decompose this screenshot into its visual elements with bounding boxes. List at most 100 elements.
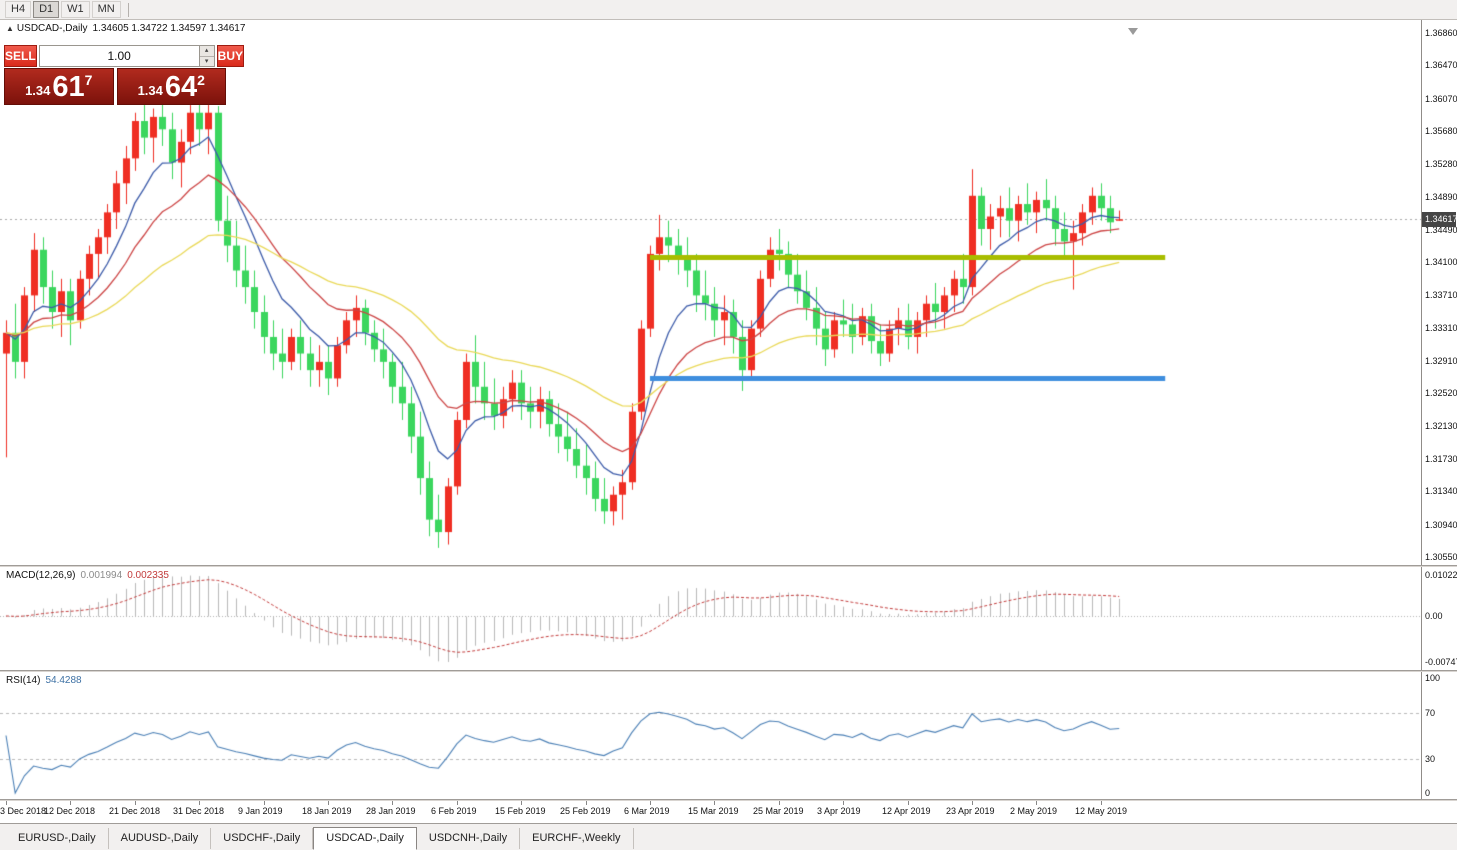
- time-axis-tick: [70, 801, 71, 805]
- collapse-arrow-icon[interactable]: ▲: [6, 24, 14, 33]
- tab-usdchf-daily[interactable]: USDCHF-,Daily: [211, 828, 314, 849]
- date-axis-label: 3 Apr 2019: [817, 806, 861, 816]
- tab-eurchf-weekly[interactable]: EURCHF-,Weekly: [520, 828, 634, 849]
- time-axis-tick: [328, 801, 329, 805]
- date-axis-label: 25 Feb 2019: [560, 806, 611, 816]
- price-axis-label: 1.34490: [1425, 224, 1457, 235]
- buy-price-main: 64: [164, 70, 198, 103]
- tab-eurusd-daily[interactable]: EURUSD-,Daily: [6, 828, 109, 849]
- rsi-axis-label: 70: [1425, 707, 1436, 718]
- volume-spinner: ▴ ▾: [198, 46, 214, 66]
- date-axis-label: 31 Dec 2018: [173, 806, 225, 816]
- chart-shift-marker-icon: [1128, 28, 1138, 35]
- price-axis-label: 1.31730: [1425, 454, 1457, 464]
- price-axis-label: 1.35680: [1425, 125, 1457, 136]
- price-axis-label: 1.33710: [1425, 289, 1457, 300]
- current-price-tag: 1.34617: [1422, 212, 1457, 228]
- volume-input[interactable]: [39, 46, 199, 66]
- date-axis-label: 25 Mar 2019: [753, 806, 804, 816]
- macd-signal-value: 0.002335: [127, 570, 169, 581]
- date-axis-label: 3 Dec 2018: [0, 806, 47, 816]
- macd-axis-label: 0.00: [1425, 610, 1443, 621]
- price-axis-label: 1.36470: [1425, 60, 1457, 71]
- panel-separator[interactable]: [0, 670, 1457, 672]
- sell-price-display[interactable]: 1.34 61 7: [4, 68, 114, 105]
- time-axis-tick: [972, 801, 973, 805]
- panel-separator[interactable]: [0, 799, 1457, 801]
- chart-tab-bar: EURUSD-,Daily AUDUSD-,Daily USDCHF-,Daily U…: [0, 823, 1457, 850]
- date-axis-label: 15 Feb 2019: [495, 806, 546, 816]
- rsi-axis-label: 30: [1425, 753, 1436, 764]
- volume-decrease-button[interactable]: ▾: [199, 56, 214, 66]
- chart-header: ▲ USDCAD-,Daily 1.34605 1.34722 1.34597 1.…: [6, 23, 245, 34]
- buy-price-sup: 2: [197, 72, 205, 88]
- date-axis-label: 23 Apr 2019: [946, 806, 995, 816]
- tab-audusd-daily[interactable]: AUDUSD-,Daily: [109, 828, 212, 849]
- price-axis-label: 1.35280: [1425, 159, 1457, 170]
- price-chart-canvas[interactable]: [0, 20, 1421, 565]
- date-axis-label: 12 Apr 2019: [882, 806, 931, 816]
- buy-price-display[interactable]: 1.34 64 2: [116, 68, 226, 105]
- time-axis-tick: [1036, 801, 1037, 805]
- price-axis-label: 1.30940: [1425, 519, 1457, 530]
- timeframe-button-mn[interactable]: MN: [91, 1, 121, 18]
- macd-axis-label: -0.00747: [1425, 657, 1457, 667]
- date-axis-label: 28 Jan 2019: [366, 806, 416, 816]
- price-axis[interactable]: 1.36860 1.36470 1.36070 1.35680 1.35280 1.348…: [1421, 20, 1457, 801]
- macd-axis-label: 0.01022: [1425, 570, 1457, 580]
- time-axis-tick: [843, 801, 844, 805]
- time-axis-tick: [521, 801, 522, 805]
- price-axis-label: 1.36860: [1425, 28, 1457, 38]
- date-axis-label: 9 Jan 2019: [238, 806, 283, 816]
- macd-title: MACD(12,26,9): [6, 570, 76, 581]
- volume-increase-button[interactable]: ▴: [199, 46, 214, 57]
- date-axis-label: 2 May 2019: [1010, 806, 1058, 816]
- timeframe-button-d1[interactable]: D1: [33, 1, 60, 18]
- rsi-axis-label: 0: [1425, 788, 1431, 798]
- time-axis-tick: [908, 801, 909, 805]
- time-axis-tick: [714, 801, 715, 805]
- chart-symbol-label: USDCAD-,Daily: [16, 23, 88, 34]
- rsi-axis-label: 100: [1425, 673, 1441, 683]
- timeframe-button-h4[interactable]: H4: [5, 1, 32, 18]
- time-axis-tick: [135, 801, 136, 805]
- chart-ohlc-values: 1.34605 1.34722 1.34597 1.34617: [92, 23, 246, 34]
- macd-canvas[interactable]: [0, 567, 1421, 670]
- time-axis-tick: [199, 801, 200, 805]
- sell-button[interactable]: SELL: [4, 45, 37, 67]
- time-axis-tick: [457, 801, 458, 805]
- volume-control: ▴ ▾: [38, 45, 215, 67]
- panel-separator[interactable]: [0, 565, 1457, 567]
- main-chart-panel: ▲ USDCAD-,Daily 1.34605 1.34722 1.34597 1.…: [0, 20, 1421, 565]
- rsi-value: 54.4288: [45, 675, 82, 686]
- date-axis-label: 15 Mar 2019: [688, 806, 739, 816]
- time-axis-tick: [264, 801, 265, 805]
- time-axis-tick: [650, 801, 651, 805]
- time-axis-tick: [779, 801, 780, 805]
- price-axis-label: 1.34100: [1425, 257, 1457, 268]
- rsi-title: RSI(14): [6, 675, 41, 686]
- price-axis-label: 1.34890: [1425, 191, 1457, 202]
- timeframe-button-w1[interactable]: W1: [61, 1, 90, 18]
- macd-main-value: 0.001994: [80, 570, 123, 581]
- buy-price-prefix: 1.34: [137, 83, 163, 98]
- tab-usdcnh-daily[interactable]: USDCNH-,Daily: [417, 828, 521, 849]
- toolbar-divider: [127, 2, 129, 17]
- time-axis-tick: [392, 801, 393, 805]
- tab-usdcad-daily[interactable]: USDCAD-,Daily: [313, 827, 417, 850]
- macd-label: MACD(12,26,9) 0.001994 0.002335: [6, 570, 169, 581]
- macd-panel: MACD(12,26,9) 0.001994 0.002335: [0, 567, 1421, 670]
- time-axis-tick: [1101, 801, 1102, 805]
- buy-button[interactable]: BUY: [216, 45, 245, 67]
- rsi-canvas[interactable]: [0, 672, 1421, 799]
- price-axis-label: 1.32130: [1425, 420, 1457, 431]
- time-axis[interactable]: 3 Dec 2018 12 Dec 2018 21 Dec 2018 31 Dec 2…: [0, 801, 1421, 823]
- rsi-label: RSI(14) 54.4288: [6, 675, 82, 686]
- date-axis-label: 6 Mar 2019: [624, 806, 670, 816]
- price-axis-label: 1.30550: [1425, 552, 1457, 562]
- date-axis-label: 18 Jan 2019: [302, 806, 352, 816]
- date-axis-label: 12 Dec 2018: [44, 806, 96, 816]
- price-axis-label: 1.32520: [1425, 388, 1457, 399]
